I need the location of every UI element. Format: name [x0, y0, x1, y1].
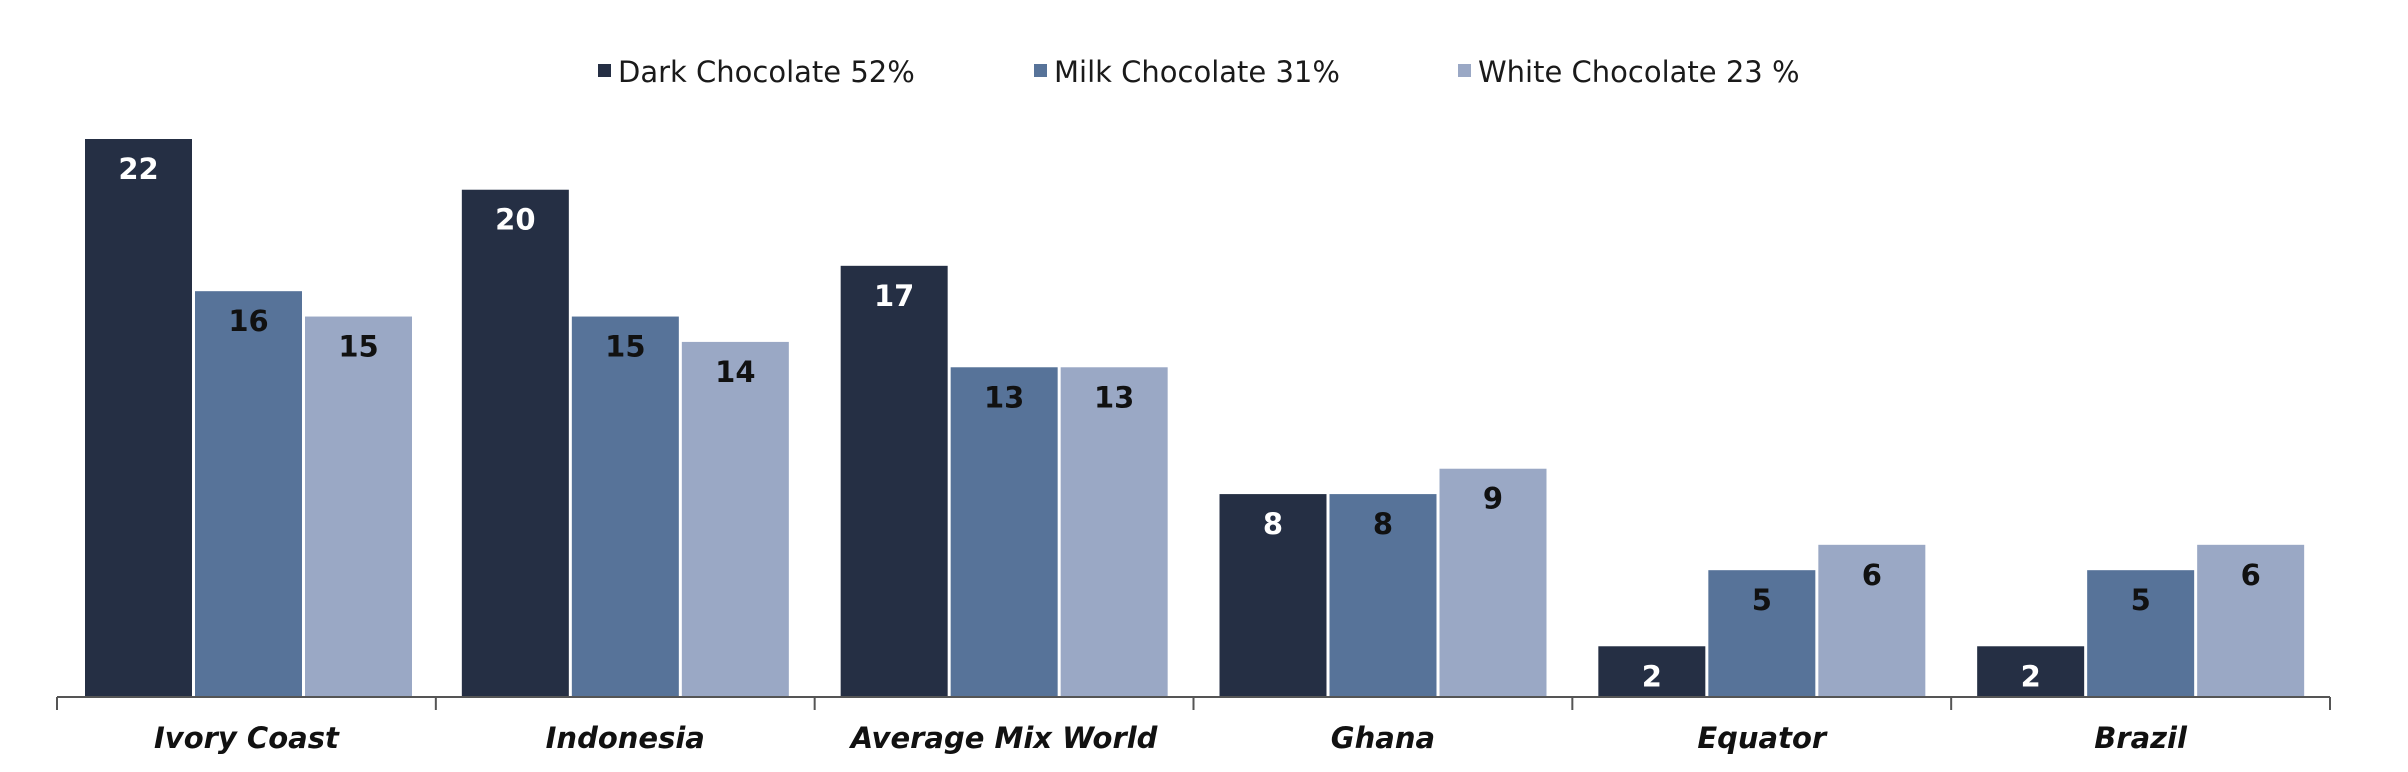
legend-label: White Chocolate 23 %	[1478, 55, 1800, 89]
legend-item-white-chocolate-23: White Chocolate 23 %	[1458, 55, 1800, 89]
bar-ghana-white	[1439, 468, 1547, 697]
legend-swatch	[598, 64, 611, 77]
category-label-ghana: Ghana	[1331, 721, 1435, 755]
value-labels: 22 16 15 20 15 14 17 13 13 8 8 9 2 5 6 2 5 6	[118, 152, 2260, 693]
bar-ghana-dark	[1219, 494, 1327, 697]
data-label: 8	[1263, 507, 1283, 541]
bar-brazil-white	[2197, 544, 2305, 697]
bar-average-mix-world-dark	[840, 265, 948, 697]
legend: Dark Chocolate 52% Milk Chocolate 31% Whit…	[598, 55, 1800, 89]
bar-equator-dark	[1598, 646, 1706, 697]
legend-item-dark-chocolate-52: Dark Chocolate 52%	[598, 55, 915, 89]
category-label-ivory-coast: Ivory Coast	[154, 721, 340, 755]
category-labels: Ivory Coast Indonesia Average Mix World Gha…	[154, 721, 2188, 755]
bar-ghana-milk	[1329, 494, 1437, 697]
bar-indonesia-white	[681, 341, 789, 697]
bar-ivory-coast-dark	[85, 139, 192, 697]
category-label-equator: Equator	[1697, 721, 1828, 755]
category-label-brazil: Brazil	[2094, 721, 2188, 755]
data-label: 2	[2021, 659, 2041, 693]
bar-ivory-coast-white	[305, 316, 412, 697]
data-label: 13	[1094, 380, 1134, 414]
legend-swatch	[1034, 64, 1047, 77]
bar-ivory-coast-milk	[195, 291, 302, 697]
data-label: 2	[1642, 659, 1662, 693]
x-axis	[56, 696, 2331, 710]
legend-item-milk-chocolate-31: Milk Chocolate 31%	[1034, 55, 1340, 89]
bar-equator-white	[1818, 544, 1926, 697]
bar-average-mix-world-milk	[950, 367, 1058, 697]
bars	[85, 139, 2305, 697]
data-label: 5	[1752, 583, 1772, 617]
data-label: 6	[1862, 558, 1882, 592]
bar-brazil-dark	[1977, 646, 2085, 697]
legend-label: Dark Chocolate 52%	[618, 55, 915, 89]
data-label: 16	[228, 304, 268, 338]
bar-brazil-milk	[2087, 570, 2195, 697]
data-label: 17	[874, 279, 914, 313]
category-label-average-mix-world: Average Mix World	[849, 721, 1158, 755]
category-label-indonesia: Indonesia	[546, 721, 705, 755]
data-label: 20	[495, 203, 535, 237]
legend-swatch	[1458, 64, 1471, 77]
data-label: 15	[605, 330, 645, 364]
bar-average-mix-world-white	[1060, 367, 1168, 697]
bar-equator-milk	[1708, 570, 1816, 697]
data-label: 22	[118, 152, 158, 186]
legend-label: Milk Chocolate 31%	[1054, 55, 1340, 89]
bar-indonesia-milk	[571, 316, 679, 697]
data-label: 5	[2131, 583, 2151, 617]
data-label: 9	[1483, 482, 1503, 516]
data-label: 13	[984, 380, 1024, 414]
data-label: 15	[338, 330, 378, 364]
data-label: 8	[1373, 507, 1393, 541]
bar-indonesia-dark	[461, 189, 569, 697]
data-label: 14	[715, 355, 755, 389]
data-label: 6	[2241, 558, 2261, 592]
